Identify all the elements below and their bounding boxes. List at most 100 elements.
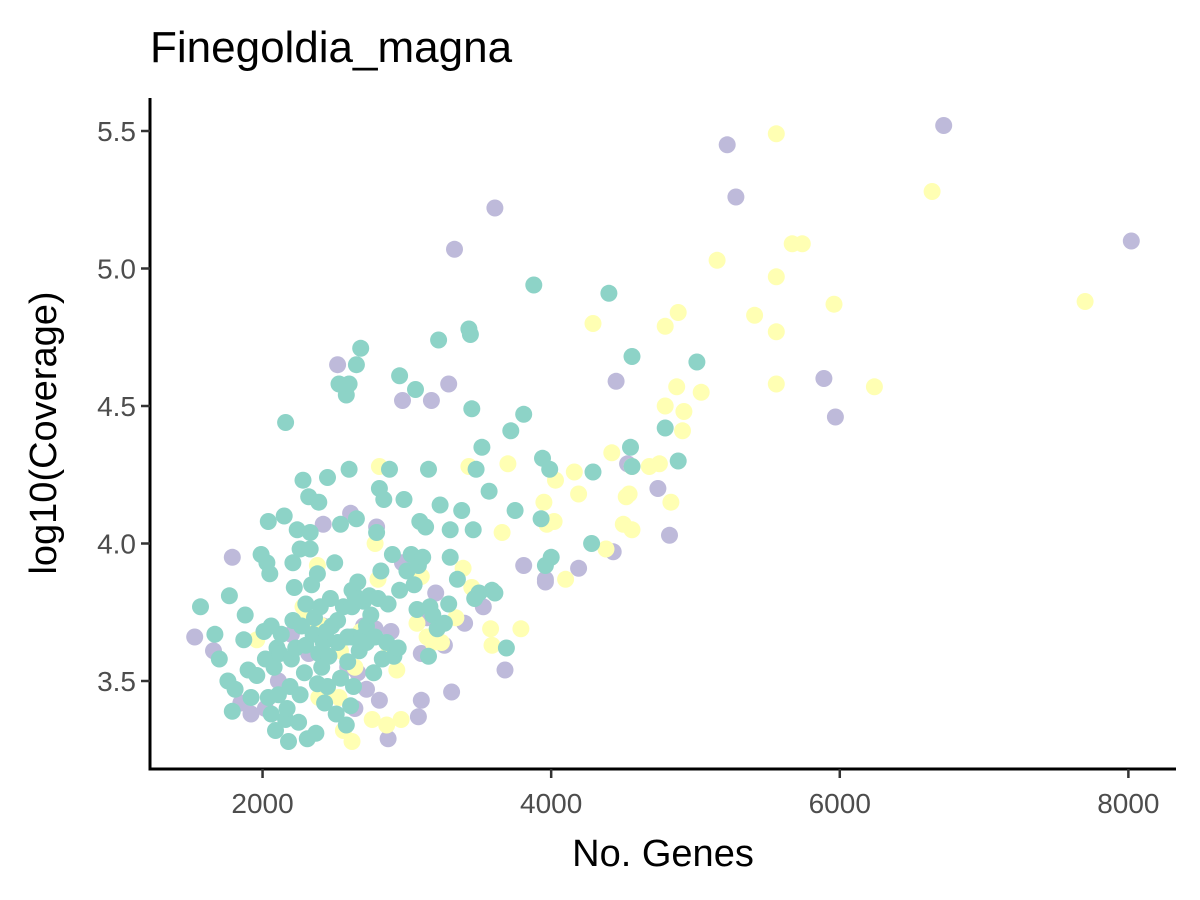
data-point (865, 378, 883, 396)
data-point (307, 724, 325, 742)
data-point (430, 331, 448, 349)
data-point (535, 493, 553, 511)
data-point (499, 455, 517, 473)
data-point (370, 691, 388, 709)
data-point (186, 628, 204, 646)
data-point (337, 716, 355, 734)
data-point (392, 711, 410, 728)
data-point (308, 565, 326, 583)
data-point (349, 573, 367, 591)
data-point (600, 284, 618, 302)
data-point (649, 480, 667, 497)
data-point (674, 422, 691, 440)
data-point (669, 452, 687, 470)
data-point (259, 513, 277, 530)
data-point (923, 183, 941, 200)
data-point (708, 251, 726, 269)
data-point (310, 493, 328, 511)
data-point (272, 625, 290, 643)
data-point (656, 397, 674, 415)
data-point (248, 667, 266, 684)
data-point (542, 548, 560, 566)
x-tick-label: 6000 (809, 788, 871, 819)
data-point (388, 661, 406, 679)
data-point (408, 601, 426, 618)
data-point (332, 515, 349, 533)
data-point (407, 381, 424, 398)
data-point (1122, 232, 1140, 250)
data-point (405, 576, 423, 594)
data-point (275, 507, 293, 525)
data-point (486, 584, 504, 602)
data-point (319, 469, 336, 486)
data-point (935, 117, 953, 134)
data-point (570, 559, 588, 577)
data-point (319, 678, 336, 695)
data-point (389, 639, 407, 657)
data-point (420, 460, 437, 478)
data-point (372, 562, 390, 580)
data-point (329, 356, 347, 374)
data-point (320, 647, 338, 665)
data-point (347, 510, 365, 528)
data-point (435, 614, 453, 632)
data-point (375, 491, 393, 508)
y-tick-label: 4.5 (97, 391, 136, 422)
data-point (379, 595, 397, 613)
data-point (584, 463, 602, 481)
data-point (235, 631, 253, 649)
data-point (278, 700, 296, 717)
data-point (440, 375, 458, 393)
data-point (461, 326, 479, 343)
data-point (675, 403, 693, 420)
data-point (480, 482, 498, 500)
data-point (502, 422, 520, 440)
data-point (343, 733, 361, 750)
data-point (409, 708, 427, 726)
data-point (284, 554, 302, 572)
chart-title: Finegoldia_magna (150, 23, 513, 72)
data-point (321, 590, 339, 607)
data-point (301, 524, 319, 541)
data-point (584, 315, 602, 332)
data-point (347, 356, 365, 374)
data-point (448, 570, 466, 588)
data-point (395, 491, 413, 508)
data-point (497, 639, 515, 657)
data-point (541, 460, 559, 478)
data-point (622, 438, 639, 456)
y-axis-title: log10(Coverage) (23, 291, 65, 574)
data-point (420, 647, 437, 665)
data-point (277, 414, 295, 431)
data-point (440, 595, 458, 613)
data-point (326, 554, 344, 572)
data-point (342, 697, 360, 715)
data-point (295, 664, 313, 682)
data-point (506, 502, 524, 519)
data-point (525, 276, 543, 294)
data-point (486, 199, 504, 217)
data-point (496, 661, 514, 679)
data-point (718, 136, 736, 154)
data-point (603, 444, 621, 462)
x-axis-ticks: 2000 4000 6000 8000 (231, 769, 1160, 819)
data-point (825, 295, 843, 313)
data-point (515, 405, 533, 423)
data-point (391, 581, 409, 599)
data-point (391, 367, 409, 385)
data-point (650, 455, 668, 473)
data-point (597, 540, 615, 558)
data-point (463, 400, 481, 418)
data-point (220, 587, 238, 605)
data-point (565, 463, 583, 481)
data-point (288, 521, 306, 539)
data-point (427, 584, 445, 602)
data-point (623, 348, 641, 365)
data-point (365, 664, 383, 682)
data-point (688, 353, 706, 371)
data-point (557, 570, 575, 588)
data-point (656, 419, 674, 437)
data-point (583, 535, 601, 552)
points-layer (186, 117, 1140, 750)
